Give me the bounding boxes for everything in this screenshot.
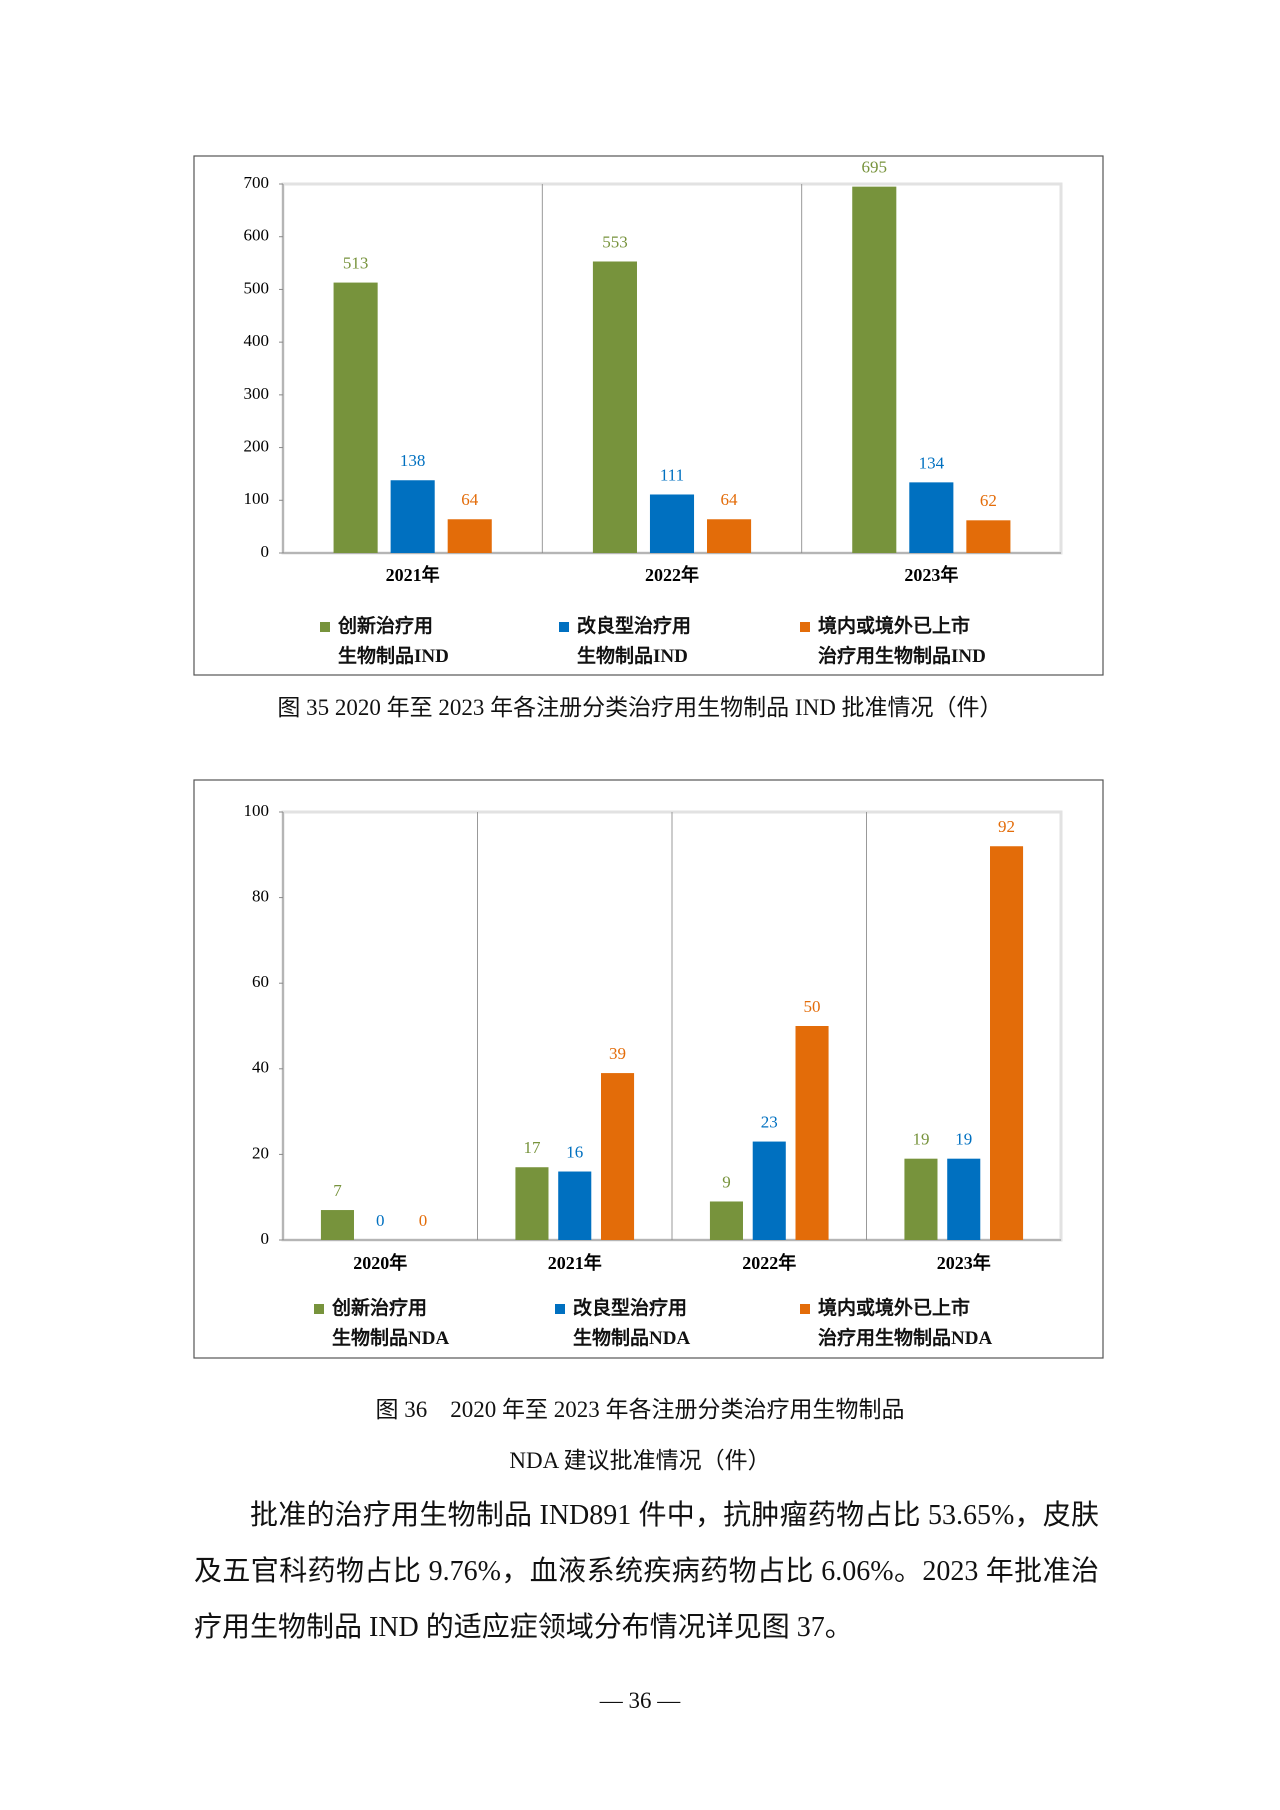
data-label: 16 (566, 1142, 583, 1161)
y-tick-label: 400 (244, 331, 270, 350)
bar (752, 1141, 786, 1240)
data-label: 19 (955, 1130, 972, 1149)
bar (558, 1171, 592, 1240)
paragraph: 批准的治疗用生物制品 IND891 件中，抗肿瘤药物占比 53.65%，皮肤及五… (194, 1500, 1099, 1643)
legend-swatch (320, 622, 330, 632)
data-label: 9 (722, 1172, 731, 1191)
x-tick-label: 2020年 (353, 1252, 407, 1273)
legend-entry: 创新治疗用 生物制品IND (320, 612, 449, 672)
bar (904, 1158, 938, 1240)
data-label: 0 (419, 1211, 428, 1230)
legend-entry: 改良型治疗用 生物制品IND (559, 612, 691, 672)
bar (909, 482, 954, 553)
data-label: 17 (523, 1138, 541, 1157)
bar (592, 261, 637, 553)
legend-entry: 境内或境外已上市 治疗用生物制品IND (800, 612, 986, 672)
caption: 图 35 2020 年至 2023 年各注册分类治疗用生物制品 IND 批准情况… (277, 695, 1003, 720)
y-tick-label: 200 (244, 436, 270, 455)
legend-swatch (555, 1304, 565, 1314)
data-label: 64 (461, 490, 479, 509)
bar (333, 282, 378, 553)
data-label: 138 (400, 451, 426, 470)
data-label: 134 (919, 453, 945, 472)
y-tick-label: 80 (252, 887, 269, 906)
caption: NDA 建议批准情况（件） (509, 1448, 771, 1473)
y-tick-label: 700 (244, 173, 270, 192)
bar (649, 494, 695, 553)
data-label: 513 (343, 253, 369, 272)
x-tick-label: 2023年 (937, 1252, 991, 1273)
data-label: 92 (998, 817, 1015, 836)
bar (320, 1210, 354, 1240)
y-tick-label: 20 (252, 1143, 269, 1162)
data-label: 7 (333, 1181, 342, 1200)
bar (990, 846, 1024, 1240)
data-label: 111 (660, 465, 684, 484)
legend-entry: 创新治疗用 生物制品NDA (314, 1294, 449, 1354)
data-label: 553 (602, 232, 628, 251)
x-tick-label: 2021年 (548, 1252, 602, 1273)
x-tick-label: 2022年 (742, 1252, 796, 1273)
data-label: 23 (761, 1112, 778, 1131)
bar (447, 519, 492, 553)
bar (795, 1026, 829, 1240)
legend-swatch (800, 1304, 810, 1314)
y-tick-label: 100 (244, 801, 270, 820)
y-tick-label: 100 (244, 489, 270, 508)
y-tick-label: 0 (261, 1229, 270, 1248)
x-tick-label: 2021年 (386, 564, 440, 585)
y-tick-label: 0 (261, 542, 270, 561)
y-tick-label: 300 (244, 384, 270, 403)
y-tick-label: 500 (244, 278, 270, 297)
x-tick-label: 2022年 (645, 564, 699, 585)
bar (947, 1158, 981, 1240)
x-tick-label: 2023年 (904, 564, 958, 585)
data-label: 19 (912, 1130, 929, 1149)
legend-swatch (559, 622, 569, 632)
page-number: — 36 — (599, 1688, 681, 1713)
data-label: 64 (721, 490, 739, 509)
data-label: 50 (804, 997, 821, 1016)
legend-swatch (800, 622, 810, 632)
bar (852, 186, 897, 553)
caption: 图 36 2020 年至 2023 年各注册分类治疗用生物制品 (375, 1397, 905, 1422)
bar (966, 520, 1011, 553)
data-label: 695 (862, 158, 888, 177)
legend-entry: 境内或境外已上市 治疗用生物制品NDA (800, 1294, 992, 1354)
data-label: 0 (376, 1211, 385, 1230)
bar (390, 480, 435, 553)
bar (601, 1073, 635, 1240)
bar (709, 1201, 743, 1240)
y-tick-label: 60 (252, 972, 269, 991)
data-label: 39 (609, 1044, 626, 1063)
y-tick-label: 600 (244, 226, 270, 245)
data-label: 62 (980, 491, 997, 510)
y-tick-label: 40 (252, 1058, 269, 1077)
bar (515, 1167, 549, 1240)
legend-swatch (314, 1304, 324, 1314)
legend-entry: 改良型治疗用 生物制品NDA (555, 1294, 690, 1354)
bar (707, 519, 752, 553)
